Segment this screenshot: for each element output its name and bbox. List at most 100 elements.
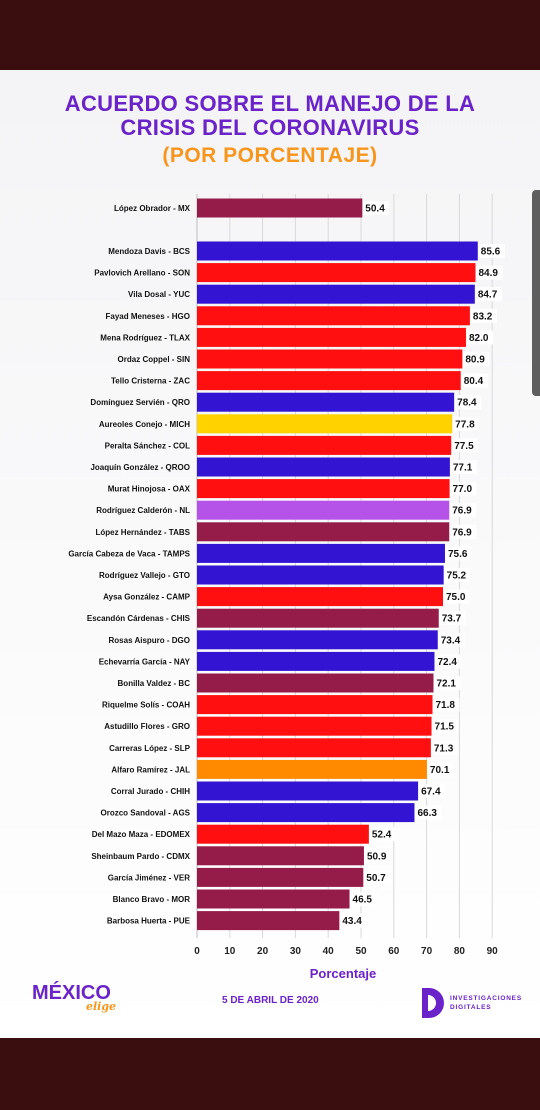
value-label-bg	[419, 784, 446, 798]
x-tick-label: 90	[487, 946, 499, 957]
category-label: Corral Jurado - CHIH	[111, 787, 190, 796]
value-label-bg	[475, 287, 502, 302]
bar	[197, 327, 466, 347]
value-label: 83.2	[473, 311, 493, 322]
category-label: Echevarría García - NAY	[99, 657, 191, 666]
value-label: 71.8	[436, 700, 456, 711]
value-label: 72.1	[436, 679, 456, 690]
value-label: 73.7	[442, 614, 462, 625]
value-label: 70.1	[430, 765, 450, 776]
value-label-bg	[427, 762, 454, 777]
value-label: 67.4	[421, 787, 441, 798]
bar	[197, 414, 453, 434]
value-label-bg	[439, 611, 466, 626]
value-label: 50.4	[365, 204, 385, 215]
x-tick-label: 0	[194, 946, 200, 957]
category-label: Riquelme Solís - COAH	[102, 701, 190, 710]
value-label-bg	[450, 481, 477, 496]
category-label: García Jiménez - VER	[108, 873, 190, 882]
category-label: Mena Rodríguez - TLAX	[100, 333, 190, 342]
category-label: Aureoles Conejo - MICH	[99, 420, 190, 429]
category-label: López Hernández - TABS	[95, 528, 190, 537]
scrollbar[interactable]	[532, 190, 540, 396]
value-label-bg	[434, 676, 461, 690]
bar	[197, 241, 478, 261]
category-label: García Cabeza de Vaca - TAMPS	[68, 549, 190, 558]
x-axis-title: Porcentaje	[310, 966, 376, 981]
title-line-2: CRISIS DEL CORONAVIRUS	[120, 115, 420, 140]
brand-text-line-1: INVESTIGACIONES	[450, 995, 522, 1002]
value-label-bg	[415, 805, 442, 820]
value-label-bg	[478, 244, 505, 258]
value-label-bg	[340, 913, 367, 928]
bar	[197, 846, 364, 866]
infographic-card: ACUERDO SOBRE EL MANEJO DE LA CRISIS DEL…	[0, 70, 540, 1038]
value-label-bg	[470, 308, 497, 323]
value-label-bg	[431, 740, 458, 755]
category-label: Rosas Aispuro - DGO	[109, 636, 191, 645]
bar	[197, 457, 450, 477]
bar	[197, 306, 470, 326]
x-tick-label: 80	[454, 946, 466, 957]
category-label: Bonilla Valdez - BC	[118, 679, 191, 688]
value-label: 77.0	[453, 484, 473, 495]
value-label-bg	[350, 892, 377, 906]
value-label-bg	[466, 330, 493, 345]
x-tick-label: 60	[388, 946, 400, 957]
value-label-bg	[369, 827, 396, 842]
x-tick-label: 30	[290, 946, 302, 957]
value-label-bg	[453, 416, 480, 431]
investigaciones-digitales-logo: INVESTIGACIONES DIGITALES	[422, 988, 532, 1018]
category-label: Joaquín González - QROO	[90, 463, 190, 472]
x-tick-label: 20	[257, 946, 269, 957]
category-label: Sheinbaum Pardo - CDMX	[91, 852, 190, 861]
value-label-bg	[435, 654, 462, 669]
value-label-bg	[463, 352, 490, 366]
bar	[197, 673, 434, 693]
category-label: Aysa González - CAMP	[103, 593, 190, 602]
value-label: 75.6	[448, 549, 468, 560]
category-label: Astudillo Flores - GRO	[104, 722, 190, 731]
value-label: 43.4	[342, 916, 362, 927]
value-label: 82.0	[469, 333, 489, 344]
bar	[197, 500, 450, 520]
value-label-bg	[363, 201, 390, 215]
category-label: Rodríguez Calderón - NL	[96, 506, 190, 515]
title-line-1: ACUERDO SOBRE EL MANEJO DE LA	[64, 91, 476, 116]
brand-text: INVESTIGACIONES DIGITALES	[450, 994, 522, 1012]
x-tick-label: 50	[355, 946, 367, 957]
category-label: Vila Dosal - YUC	[128, 290, 190, 299]
value-label: 50.9	[367, 851, 387, 862]
category-label: Murat Hinojosa - OAX	[108, 485, 191, 494]
chart-subtitle: (POR PORCENTAJE)	[162, 144, 378, 167]
bar	[197, 479, 450, 499]
bar	[197, 392, 455, 412]
category-label: Escandón Cárdenas - CHIS	[87, 614, 191, 623]
bar	[197, 543, 445, 563]
bar	[197, 803, 415, 823]
category-label: Domínguez Servién - QRO	[90, 398, 190, 407]
value-label-bg	[432, 719, 459, 734]
x-tick-label: 10	[224, 946, 236, 957]
bar	[197, 738, 431, 758]
value-label: 50.7	[366, 873, 386, 884]
bar	[197, 263, 476, 283]
value-label-bg	[455, 395, 482, 410]
value-label: 84.9	[478, 268, 498, 279]
bar	[197, 867, 364, 887]
bar	[197, 565, 444, 585]
bar	[197, 522, 450, 542]
value-label: 80.4	[464, 376, 484, 387]
value-label-bg	[476, 265, 503, 280]
d-logo-icon	[422, 988, 444, 1018]
category-label: Tello Cristerna - ZAC	[111, 377, 190, 386]
category-label: Blanco Bravo - MOR	[113, 895, 191, 904]
value-label: 84.7	[478, 290, 498, 301]
bar	[197, 198, 363, 218]
value-label: 66.3	[417, 808, 437, 819]
value-label-bg	[438, 632, 465, 647]
value-label-bg	[450, 460, 477, 474]
bar	[197, 651, 435, 671]
value-label-bg	[444, 589, 470, 604]
category-label: Ordaz Coppel - SIN	[118, 355, 191, 364]
